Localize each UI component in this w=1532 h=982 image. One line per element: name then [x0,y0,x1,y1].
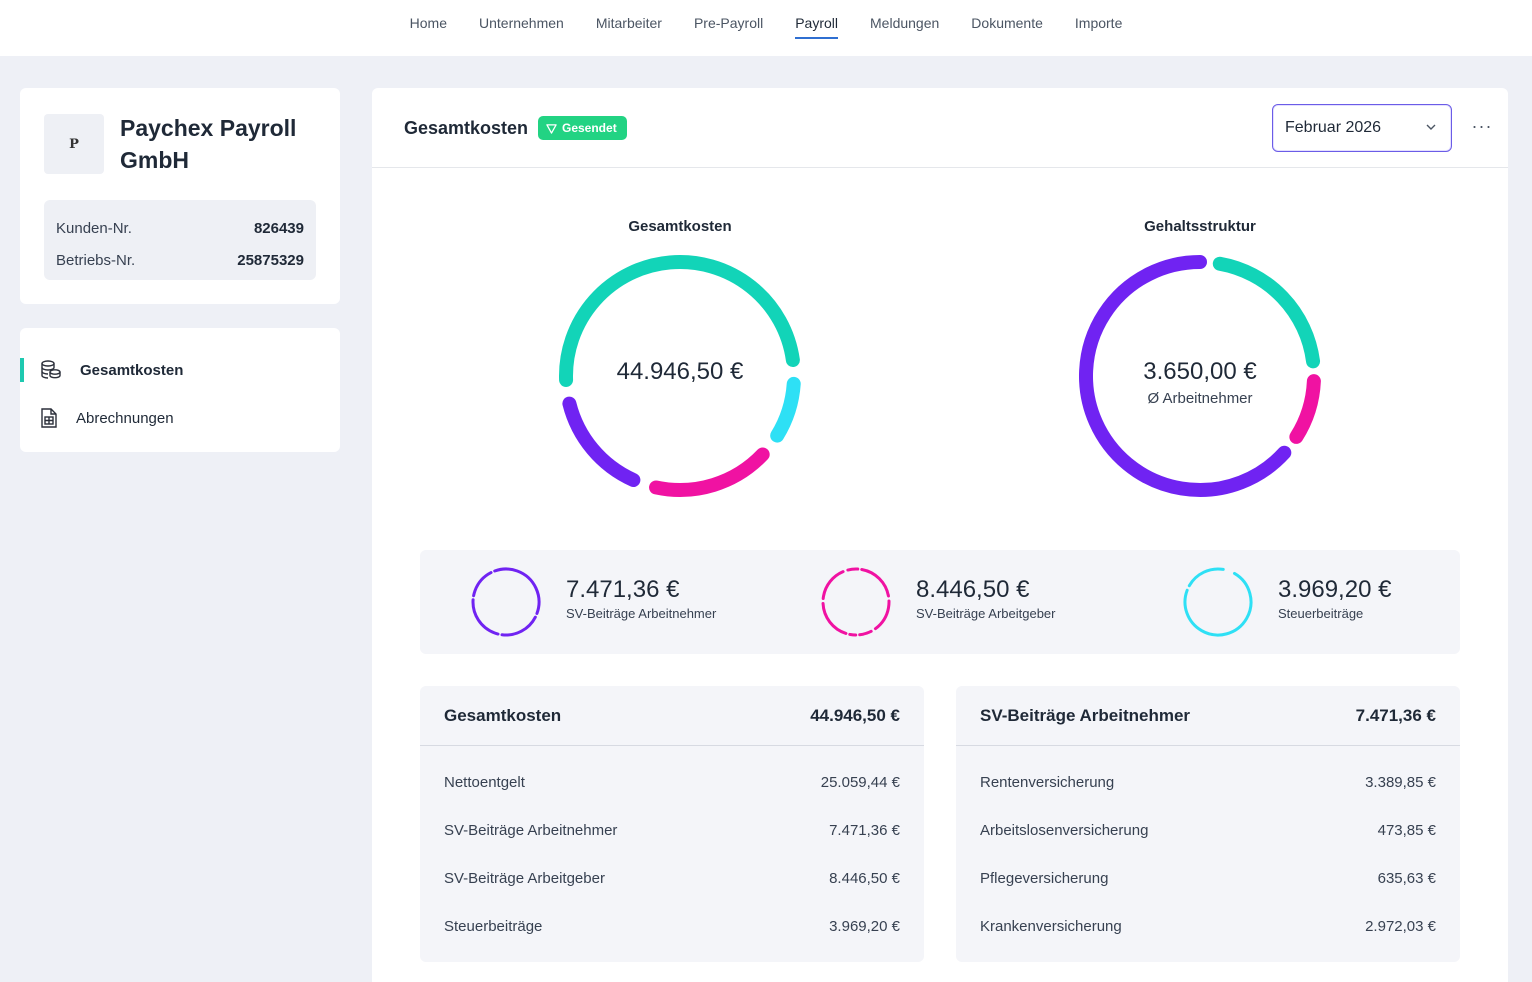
table-total: 7.471,36 € [1355,705,1436,725]
summary-label: SV-Beiträge Arbeitnehmer [566,606,717,621]
table-total: 44.946,50 € [810,705,900,725]
summary-amount: 3.969,20 € [1278,576,1392,603]
table-row: Rentenversicherung 3.389,85 € [980,773,1436,791]
top-navigation: Home Unternehmen Mitarbeiter Pre-Payroll… [0,0,1532,56]
business-number-label: Betriebs-Nr. [56,251,136,269]
salary-donut-segment-1 [1289,374,1321,444]
nav-pre-payroll[interactable]: Pre-Payroll [693,15,764,31]
cyan-ring-icon [1183,567,1253,637]
table-row: Pflegeversicherung 635,63 € [980,869,1436,887]
table-header: SV-Beiträge Arbeitnehmer 7.471,36 € [956,686,1460,746]
document-calc-icon [41,408,57,428]
sidebar-item-gesamtkosten[interactable]: Gesamtkosten [20,350,340,390]
nav-home[interactable]: Home [409,15,447,31]
summary-amount: 8.446,50 € [916,576,1030,603]
table-body: Rentenversicherung 3.389,85 € Arbeitslose… [956,746,1460,950]
page-title: Gesamtkosten [404,118,529,138]
business-number-value: 25875329 [237,251,304,269]
company-card: P Paychex Payroll GmbH Kunden-Nr. 826439… [20,88,340,304]
donut-salary-center: 3.650,00 € Ø Arbeitnehmer [1080,358,1320,407]
customer-number-value: 826439 [253,219,304,237]
business-number-row: Betriebs-Nr. 25875329 [56,244,304,276]
salary-structure-donut-chart [1079,255,1321,497]
sidebar-menu: Gesamtkosten Abrechnungen [20,328,340,452]
send-icon [546,123,557,134]
customer-number-row: Kunden-Nr. 826439 [56,212,304,244]
company-logo: P [44,114,104,174]
summary-label: Steuerbeiträge [1278,606,1364,621]
summary-strip: 7.471,36 € SV-Beiträge Arbeitnehmer 8.44… [420,550,1460,654]
total-cost-donut-chart [559,255,801,497]
purple-ring-icon [471,567,541,637]
summary-amount: 7.471,36 € [566,576,680,603]
summary-label: SV-Beiträge Arbeitgeber [916,606,1056,621]
total-donut-segment-0 [559,255,800,387]
company-ids: Kunden-Nr. 826439 Betriebs-Nr. 25875329 [44,200,316,280]
donut-salary-label: Ø Arbeitnehmer [1147,390,1253,407]
nav-dokumente[interactable]: Dokumente [971,15,1043,31]
magenta-ring-icon [821,567,891,637]
salary-donut-segment-0 [1212,256,1321,369]
chevron-down-icon [1426,124,1436,130]
total-donut-segment-3 [562,396,641,488]
nav-meldungen[interactable]: Meldungen [870,15,940,31]
table-row: SV-Beiträge Arbeitgeber 8.446,50 € [444,869,900,887]
table-row: Krankenversicherung 2.972,03 € [980,917,1436,935]
status-badge: Gesendet [538,116,627,140]
nav-payroll[interactable]: Payroll [779,15,854,41]
table-row: Steuerbeiträge 3.969,20 € [444,917,900,935]
table-title: Gesamtkosten [444,705,562,725]
donut-total-value: 44.946,50 € [616,358,744,385]
customer-number-label: Kunden-Nr. [56,219,132,237]
panel-header: Gesamtkosten Gesendet Februar 2026 ··· [372,88,1508,168]
table-header: Gesamtkosten 44.946,50 € [420,686,924,746]
month-select[interactable]: Februar 2026 [1272,104,1452,152]
month-select-value: Februar 2026 [1285,119,1382,136]
total-cost-table: Gesamtkosten 44.946,50 € Nettoentgelt 25.… [420,686,924,962]
table-title: SV-Beiträge Arbeitnehmer [980,705,1191,725]
sidebar-item-label: Abrechnungen [76,409,174,427]
coins-icon [41,360,61,379]
donut-salary-title: Gehaltsstruktur [1144,218,1256,235]
nav-importe[interactable]: Importe [1074,15,1123,31]
company-name: Paychex Payroll GmbH [120,115,297,173]
sv-employee-table: SV-Beiträge Arbeitnehmer 7.471,36 € Rent… [956,686,1460,962]
sidebar-item-label: Gesamtkosten [80,361,184,379]
donut-salary-value: 3.650,00 € [1143,358,1257,385]
donut-total-center: 44.946,50 € [560,358,800,386]
more-options-button[interactable]: ··· [1471,115,1493,136]
table-body: Nettoentgelt 25.059,44 € SV-Beiträge Arbe… [420,746,924,950]
active-indicator [20,358,24,382]
nav-unternehmen[interactable]: Unternehmen [479,15,564,31]
table-row: Nettoentgelt 25.059,44 € [444,773,900,791]
main-panel: Gesamtkosten Gesendet Februar 2026 ··· G… [372,88,1508,982]
salary-donut-segment-2 [1079,255,1292,497]
table-row: SV-Beiträge Arbeitnehmer 7.471,36 € [444,821,900,839]
sidebar-item-abrechnungen[interactable]: Abrechnungen [20,398,340,438]
donut-total-title: Gesamtkosten [628,218,732,235]
total-donut-segment-2 [649,447,770,497]
total-donut-segment-1 [770,376,801,443]
table-row: Arbeitslosenversicherung 473,85 € [980,821,1436,839]
nav-list: Home Unternehmen Mitarbeiter Pre-Payroll… [394,15,1139,41]
nav-mitarbeiter[interactable]: Mitarbeiter [595,15,662,31]
